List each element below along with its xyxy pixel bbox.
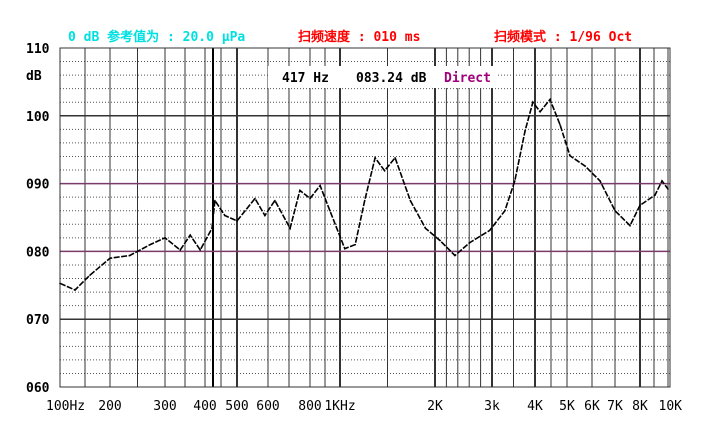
readout-box [268, 66, 496, 88]
data-point [363, 199, 366, 202]
data-point [539, 110, 541, 113]
data-point [254, 197, 256, 200]
data-point [211, 227, 213, 230]
x-tick-label: 1KHz [324, 399, 355, 414]
data-point [409, 199, 412, 202]
data-point [454, 254, 456, 257]
x-tick-label: 10K [659, 399, 683, 414]
x-tick-label: 600 [256, 399, 279, 414]
data-point [394, 157, 396, 159]
data-point [629, 224, 631, 227]
data-point [343, 247, 346, 250]
y-tick-label: 080 [26, 245, 50, 260]
data-point [532, 101, 534, 104]
x-tick-label: 8K [632, 399, 648, 414]
series [59, 97, 669, 291]
data-point [89, 274, 91, 276]
data-point [224, 214, 226, 217]
plot-frame [59, 47, 671, 388]
data-point [654, 194, 656, 196]
data-point [549, 98, 551, 101]
data-point [199, 249, 201, 251]
readout-frequency: 417 Hz [282, 71, 329, 86]
data-point [309, 197, 311, 200]
reference-label: 0 dB 参考值为 : 20.0 μPa [68, 30, 246, 45]
x-tick-label: 200 [98, 399, 121, 414]
readout-level: 083.24 dB [356, 71, 427, 86]
data-point [439, 239, 441, 242]
grid [59, 47, 671, 388]
x-tick-label: 400 [193, 399, 216, 414]
x-tick-label: 3k [484, 399, 500, 414]
data-point [179, 249, 181, 251]
data-point [661, 180, 663, 182]
data-point [129, 254, 131, 257]
data-point [329, 209, 331, 212]
x-tick-label: 2K [427, 399, 443, 414]
data-point [236, 220, 238, 222]
data-point [149, 243, 151, 246]
data-point [374, 157, 376, 159]
data-point [667, 188, 669, 190]
data-point [74, 289, 76, 291]
data-point [264, 214, 266, 217]
y-tick-label: 110 [26, 42, 50, 57]
data-point [424, 227, 427, 230]
y-tick-label: 060 [26, 381, 50, 396]
data-point [354, 243, 357, 246]
x-tick-label: 100Hz [46, 399, 85, 414]
y-tick-label: 070 [26, 313, 50, 328]
data-point [59, 282, 61, 285]
x-tick-label: 4K [527, 399, 543, 414]
data-point [639, 204, 641, 207]
data-point [214, 199, 216, 202]
data-point [319, 184, 321, 187]
data-point [584, 165, 586, 167]
data-point [164, 237, 166, 239]
data-point [513, 180, 516, 182]
y-tick-label: 090 [26, 178, 50, 193]
data-point [504, 209, 506, 212]
y-tick-label: 100 [26, 110, 50, 125]
y-axis-labels: 110 100 090 080 070 060 [26, 42, 50, 396]
x-axis-labels: 100Hz 200 300 400 500 600 800 1KHz 2K 3k 4K 5K 6K 7K 8… [46, 399, 682, 414]
data-point [569, 155, 571, 157]
sweep-mode-label: 扫频模式 : 1/96 Oct [494, 30, 633, 45]
data-point [299, 189, 301, 192]
x-tick-label: 300 [153, 399, 176, 414]
data-point [274, 199, 276, 202]
x-tick-label: 5K [559, 399, 575, 414]
data-point [383, 169, 386, 172]
x-tick-label: 6K [584, 399, 600, 414]
readout-mode: Direct [444, 71, 491, 86]
data-point [599, 180, 601, 182]
data-point [189, 234, 191, 236]
data-point [614, 209, 616, 212]
data-point [289, 227, 291, 230]
data-point [559, 123, 561, 126]
x-tick-label: 7K [607, 399, 623, 414]
data-point [468, 241, 471, 244]
x-tick-label: 500 [225, 399, 248, 414]
y-axis-unit: dB [26, 69, 42, 84]
sweep-speed-label: 扫频速度 : 010 ms [298, 30, 421, 45]
data-point [109, 257, 111, 259]
data-point [488, 229, 491, 232]
x-tick-label: 800 [298, 399, 321, 414]
data-point [524, 129, 526, 132]
response-curve [59, 97, 669, 291]
